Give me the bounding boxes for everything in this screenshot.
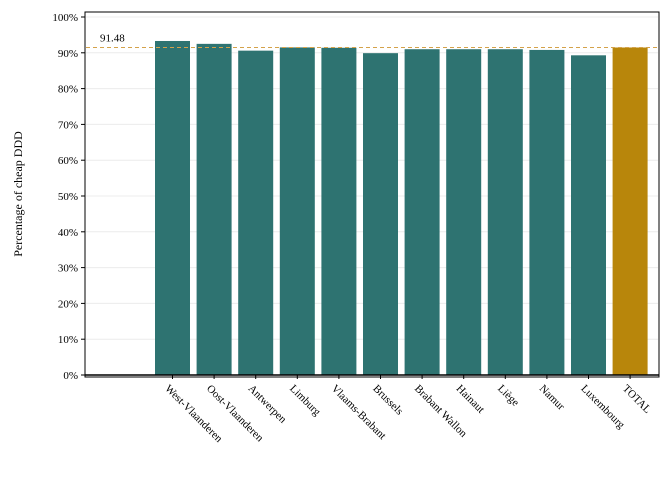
x-tick-label: Limburg [287,383,323,419]
x-tick-label: Brussels [370,383,405,418]
bars [155,40,648,376]
y-tick-label: 20% [58,298,78,310]
reference-line-group: 91.48 [86,33,658,49]
y-tick-label: 100% [52,12,78,24]
x-tick-label: Liège [495,383,521,409]
bar-west-vlaanderen [155,40,190,376]
y-axis: 0% 10% 20% 30% 40% 50% 60% 70% 80% 90% 100% [52,12,659,382]
y-tick-label: 60% [58,155,78,167]
x-tick-label: Antwerpen [246,383,289,426]
y-tick-label: 70% [58,119,78,131]
y-tick-label: 50% [58,191,78,203]
bar-vlaams-brabant [321,47,357,376]
y-tick-label: 0% [63,370,78,382]
bar-hainaut [446,49,482,375]
bar-li-ge [487,49,523,375]
bar-antwerpen [238,50,274,375]
x-tick-label: Namur [537,383,567,413]
bar-brussels [363,53,398,376]
y-tick-label: 80% [58,84,78,96]
bar-brabant-wallon [404,49,440,375]
y-tick-label: 10% [58,334,78,346]
y-tick-label: 40% [58,227,78,239]
bar-limburg [279,47,315,376]
bar-total [612,47,648,376]
bar-namur [529,49,565,375]
bar-luxembourg [571,55,606,375]
reference-line-label: 91.48 [100,33,125,45]
x-tick-label: Hainaut [454,383,487,416]
x-axis: West-VlaanderenOost-VlaanderenAntwerpenL… [162,375,653,445]
y-tick-label: 90% [58,48,78,60]
bar-oost-vlaanderen [196,43,232,375]
plot-frame [84,11,660,378]
x-tick-label: TOTAL [620,383,653,416]
y-axis-title: Percentage of cheap DDD [11,131,25,257]
y-tick-label: 30% [58,263,78,275]
